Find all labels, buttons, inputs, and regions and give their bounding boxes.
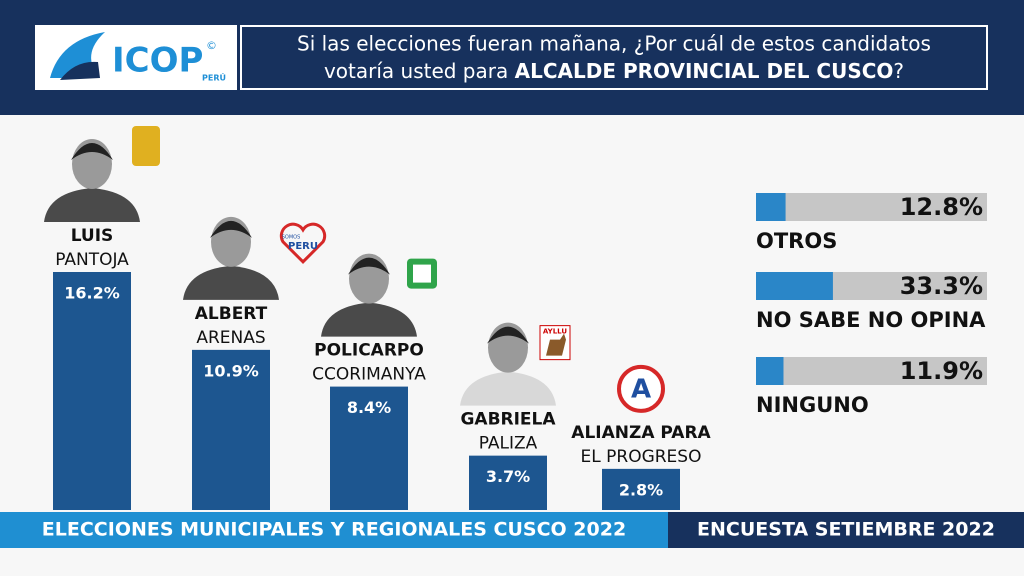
question-text: ?: [893, 59, 904, 83]
photo-shoulders: [183, 265, 279, 300]
value-label: 12.8%: [900, 193, 983, 221]
photo-hair: [71, 143, 113, 160]
photo-hair: [348, 257, 390, 275]
question-emphasis: ALCALDE PROVINCIAL DEL CUSCO: [515, 59, 894, 83]
party-logo-icon: [546, 333, 566, 356]
footer-right-band: [668, 512, 1024, 548]
bar-track: [756, 357, 987, 385]
party-logo-text: A: [631, 374, 651, 404]
value-label: 2.8%: [619, 480, 663, 499]
candidate-surname: PANTOJA: [55, 250, 129, 270]
logo-mark: ©: [206, 39, 217, 52]
value-label: 3.7%: [486, 467, 530, 486]
category-label: OTROS: [756, 229, 837, 253]
bar: [330, 386, 408, 510]
candidate-surname: CCORIMANYA: [312, 365, 426, 385]
candidate-name: GABRIELA: [460, 410, 556, 430]
bar: [756, 357, 784, 385]
bar: [602, 468, 680, 510]
footer-left-band: [0, 512, 668, 548]
value-label: 16.2%: [64, 284, 120, 303]
value-label: 10.9%: [203, 361, 259, 380]
party-logo-text: PERU: [288, 241, 318, 252]
photo-shoulders: [321, 302, 417, 337]
question-text: votaría usted para: [324, 59, 515, 83]
question-line: Si las elecciones fueran mañana, ¿Por cu…: [297, 32, 931, 56]
question-box: [240, 25, 988, 90]
candidate-name: ALBERT: [195, 304, 268, 324]
value-label: 8.4%: [347, 398, 391, 417]
candidate-surname: PALIZA: [479, 434, 538, 454]
party-logo-text: SOMOS: [282, 234, 301, 240]
plot: 16.2% LUIS PANTOJA 10.9% ALBERT ARENAS SOMOSPE…: [44, 126, 987, 510]
candidate-name: POLICARPO: [314, 341, 424, 361]
bar: [756, 193, 786, 221]
candidate-surname: ARENAS: [196, 328, 265, 348]
candidate-name: LUIS: [71, 226, 114, 246]
bar-track: [756, 193, 987, 221]
logo-sub: PERÚ: [202, 72, 226, 83]
footer-right: ENCUESTA SETIEMBRE 2022: [697, 519, 995, 541]
category-label: NO SABE NO OPINA: [756, 308, 986, 332]
photo-shoulders: [44, 188, 140, 222]
logo-text: ICOP: [112, 41, 203, 81]
party-logo: [279, 222, 327, 264]
photo-hair: [487, 326, 529, 344]
bar: [53, 272, 131, 510]
party-logo: [617, 364, 665, 413]
value-label: 11.9%: [900, 357, 983, 385]
category-label: NINGUNO: [756, 393, 869, 417]
question-line: votaría usted para ALCALDE PROVINCIAL DE…: [324, 59, 904, 83]
candidate-name: ALIANZA PARA: [571, 423, 711, 443]
photo-shoulders: [460, 371, 556, 406]
bar: [469, 455, 547, 510]
party-logo: [132, 126, 160, 166]
bar: [192, 349, 270, 510]
photo-hair: [210, 220, 252, 238]
party-logo-inner: [413, 264, 431, 283]
party-logo-text: AYLLU: [543, 328, 567, 336]
bar: [756, 272, 833, 300]
logo-icon: [60, 61, 100, 80]
footer-left: ELECCIONES MUNICIPALES Y REGIONALES CUSC…: [42, 519, 626, 541]
value-label: 33.3%: [900, 272, 983, 300]
candidate-surname: EL PROGRESO: [581, 447, 702, 467]
